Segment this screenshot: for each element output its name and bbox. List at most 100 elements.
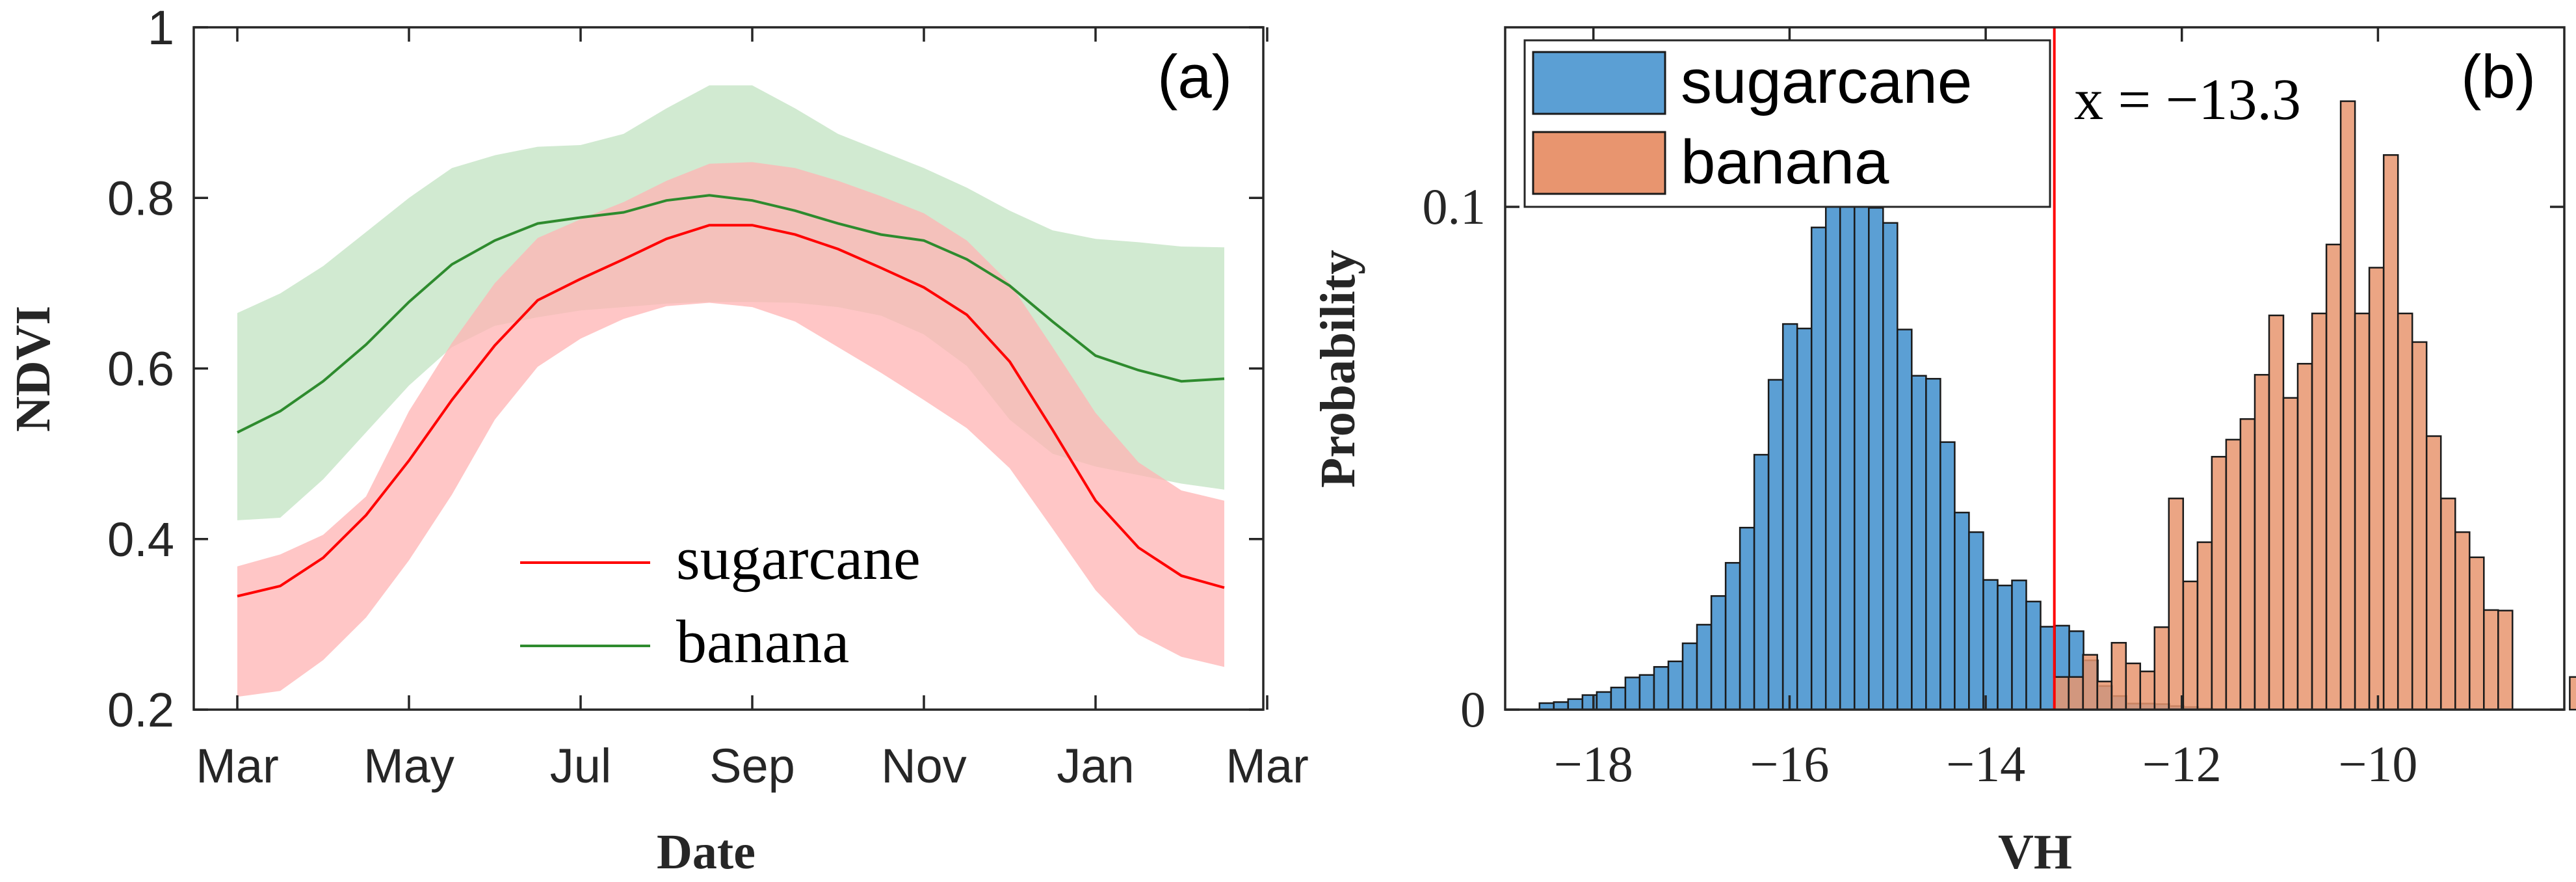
bar-banana — [2225, 438, 2242, 711]
bar-banana — [2368, 267, 2385, 711]
bar-banana — [2168, 498, 2185, 711]
panel-b-axes-box — [1504, 26, 2566, 711]
bar-banana — [2569, 676, 2576, 711]
bar-sugarcane — [1824, 183, 1841, 711]
bar-banana — [2397, 312, 2413, 711]
x-tick-label: −16 — [1750, 736, 1829, 792]
panel-b-x-axis-title: VH — [1998, 825, 2072, 879]
bar-banana — [2153, 626, 2170, 711]
x-tick-label: Mar — [1226, 739, 1308, 793]
bar-banana — [2311, 312, 2328, 711]
bar-sugarcane — [1939, 441, 1956, 711]
x-tick-label: −18 — [1554, 736, 1633, 792]
bar-sugarcane — [1624, 676, 1641, 711]
bar-banana — [2053, 676, 2070, 711]
bar-sugarcane — [1638, 674, 1655, 711]
bar-sugarcane — [1839, 205, 1856, 711]
legend-sugarcane-patch — [1532, 51, 1666, 115]
legend-banana-patch — [1532, 131, 1666, 195]
bar-sugarcane — [1997, 584, 2013, 711]
panel-b-vh-histogram: −18 −16 −14 −12 −10 0 0.1 x = −13.3 (b) sugarc… — [1311, 26, 2576, 879]
y-tick-label: 0.8 — [107, 171, 174, 225]
band-banana — [237, 85, 1224, 520]
y-tick-label: 0.2 — [107, 683, 174, 737]
bar-sugarcane — [1982, 579, 1999, 711]
legend-banana-hist-label: banana — [1681, 127, 1889, 197]
legend-banana-label: banana — [676, 608, 849, 676]
bar-banana — [2469, 556, 2485, 711]
bars-sugarcane — [1538, 183, 2214, 711]
bar-sugarcane — [1753, 453, 1770, 711]
bar-sugarcane — [2025, 600, 2042, 711]
bar-banana — [2296, 362, 2313, 711]
panel-a-ndvi-chart: 0.2 0.4 0.6 0.8 1 Mar May Jul Sep Nov Jan Mar (a) s… — [6, 1, 1309, 879]
bar-sugarcane — [1681, 642, 1698, 711]
panel-b-legend: sugarcane banana — [1523, 39, 2051, 208]
bar-sugarcane — [1724, 562, 1741, 711]
y-tick-label: 0.6 — [107, 342, 174, 396]
bar-banana — [2110, 641, 2127, 711]
bar-sugarcane — [1667, 660, 1684, 711]
legend-sugarcane-label: sugarcane — [676, 525, 921, 593]
bar-banana — [2339, 100, 2356, 711]
panel-a-plot-area — [237, 85, 1225, 697]
panel-a-x-axis-title: Date — [657, 825, 756, 879]
bar-sugarcane — [1739, 526, 1755, 711]
x-tick-label: Mar — [196, 739, 278, 793]
x-tick-label: −12 — [2142, 736, 2222, 792]
bar-banana — [2411, 341, 2428, 711]
bar-banana — [2282, 397, 2299, 711]
bar-banana — [2425, 435, 2442, 711]
panel-a-y-axis-title: NDVI — [6, 306, 60, 432]
bar-banana — [2196, 541, 2213, 711]
panel-a-legend: sugarcane banana — [520, 525, 921, 676]
bars-banana — [2053, 100, 2576, 711]
x-tick-label: Nov — [881, 739, 967, 793]
bar-sugarcane — [1796, 327, 1813, 711]
panel-a-ticks: 0.2 0.4 0.6 0.8 1 Mar May Jul Sep Nov Jan Mar — [107, 1, 1309, 793]
threshold-annotation: x = −13.3 — [2074, 68, 2301, 132]
bar-banana — [2354, 312, 2371, 711]
bar-banana — [2325, 243, 2342, 711]
bar-sugarcane — [1968, 531, 1984, 711]
panel-b-label: (b) — [2461, 42, 2536, 111]
bar-sugarcane — [1911, 375, 1927, 711]
bar-sugarcane — [1868, 207, 1884, 711]
line-banana — [237, 194, 1225, 434]
band-sugarcane — [237, 162, 1224, 697]
line-sugarcane — [237, 224, 1225, 598]
bar-sugarcane — [1781, 323, 1798, 711]
bar-banana — [2182, 580, 2199, 711]
bar-sugarcane — [2040, 626, 2056, 711]
bar-banana — [2382, 154, 2399, 711]
bar-sugarcane — [1567, 698, 1584, 711]
x-tick-label: −14 — [1946, 736, 2025, 792]
bar-banana — [2068, 676, 2084, 711]
bar-sugarcane — [1810, 226, 1827, 711]
bar-banana — [2440, 498, 2456, 711]
bar-sugarcane — [1882, 222, 1899, 711]
bar-banana — [2125, 662, 2142, 711]
y-tick-label: 1 — [148, 1, 174, 55]
bar-sugarcane — [1581, 694, 1598, 711]
x-tick-label: Jan — [1057, 739, 1134, 793]
bar-banana — [2254, 373, 2270, 711]
bar-sugarcane — [1653, 666, 1670, 711]
bar-banana — [2211, 455, 2228, 711]
bar-banana — [2139, 670, 2156, 711]
bar-sugarcane — [1596, 691, 1612, 711]
y-tick-label: 0 — [1460, 681, 1486, 738]
bar-sugarcane — [1925, 378, 1941, 711]
y-tick-label: 0.1 — [1423, 178, 1486, 235]
bar-sugarcane — [1610, 686, 1627, 711]
bar-banana — [2268, 314, 2285, 711]
bar-sugarcane — [1897, 328, 1913, 711]
y-tick-label: 0.4 — [107, 513, 174, 567]
bar-sugarcane — [1854, 195, 1870, 711]
bar-banana — [2497, 609, 2514, 711]
x-tick-label: −10 — [2338, 736, 2417, 792]
bar-banana — [2483, 609, 2499, 711]
x-tick-label: Jul — [550, 739, 612, 793]
x-tick-label: May — [363, 739, 454, 793]
